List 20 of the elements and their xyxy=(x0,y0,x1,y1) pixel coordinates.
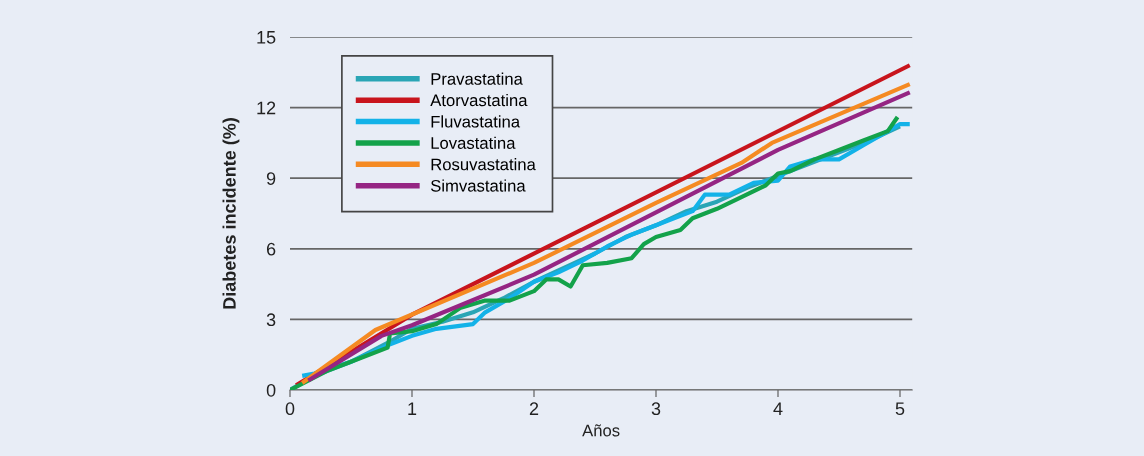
x-tick-label: 0 xyxy=(285,402,295,416)
y-tick-label: 15 xyxy=(257,31,276,44)
x-axis-title: Años xyxy=(582,424,620,437)
x-tick-label: 2 xyxy=(529,402,539,415)
y-tick-label: 6 xyxy=(266,242,276,256)
y-tick-label: 9 xyxy=(266,172,276,185)
y-tick-label: 0 xyxy=(266,383,276,397)
legend-label: Lovastatina xyxy=(431,136,516,149)
legend-label: Atorvastatina xyxy=(430,93,528,107)
legend-label: Pravastatina xyxy=(431,72,523,85)
legend-label: Simvastatina xyxy=(430,179,526,192)
y-tick-label: 12 xyxy=(257,101,276,115)
y-axis-title: Diabetes incidente (%) xyxy=(222,118,240,309)
legend-label: Rosuvastatina xyxy=(431,158,536,171)
x-tick-label: 1 xyxy=(408,402,417,415)
x-tick-label: 4 xyxy=(773,402,783,415)
legend-label: Fluvastatina xyxy=(431,115,521,128)
y-tick-label: 3 xyxy=(266,313,276,327)
x-tick-label: 5 xyxy=(895,402,905,416)
x-tick-label: 3 xyxy=(651,402,661,416)
